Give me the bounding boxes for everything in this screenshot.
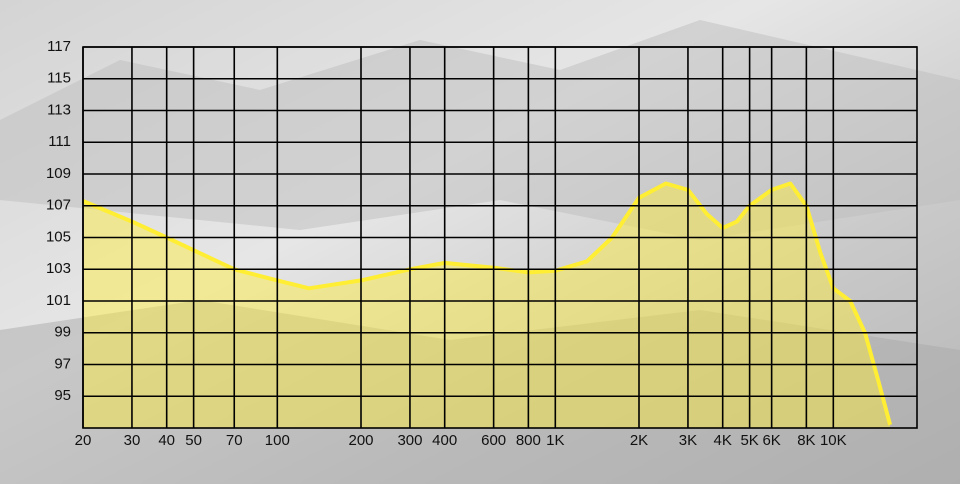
y-tick-label: 117 <box>47 38 71 55</box>
x-tick-label: 50 <box>185 432 202 449</box>
plot-frame <box>82 46 918 429</box>
background-hills <box>0 20 960 240</box>
x-tick-label: 300 <box>397 432 422 449</box>
x-tick-label: 2K <box>630 432 648 449</box>
background-ground <box>0 300 960 484</box>
x-tick-label: 20 <box>75 432 92 449</box>
y-tick-label: 111 <box>48 133 71 150</box>
y-tick-label: 103 <box>46 260 71 277</box>
x-tick-label: 1K <box>546 432 564 449</box>
x-tick-label: 6K <box>762 432 780 449</box>
x-tick-label: 3K <box>679 432 697 449</box>
x-tick-label: 400 <box>432 432 457 449</box>
x-tick-label: 5K <box>740 432 758 449</box>
x-tick-label: 40 <box>158 432 175 449</box>
x-tick-label: 10K <box>820 432 847 449</box>
y-tick-label: 115 <box>47 70 71 87</box>
x-tick-label: 30 <box>124 432 141 449</box>
x-tick-label: 200 <box>348 432 373 449</box>
y-tick-label: 107 <box>46 197 71 214</box>
x-tick-label: 70 <box>226 432 243 449</box>
y-tick-label: 109 <box>46 165 71 182</box>
y-tick-label: 105 <box>46 228 71 245</box>
x-tick-label: 800 <box>516 432 541 449</box>
y-tick-label: 101 <box>46 292 71 309</box>
x-tick-label: 600 <box>481 432 506 449</box>
y-tick-label: 95 <box>54 387 71 404</box>
y-tick-label: 97 <box>54 355 71 372</box>
x-tick-label: 4K <box>714 432 732 449</box>
y-tick-label: 113 <box>47 101 71 118</box>
x-tick-label: 100 <box>265 432 290 449</box>
y-tick-label: 99 <box>54 324 71 341</box>
x-tick-label: 8K <box>797 432 815 449</box>
